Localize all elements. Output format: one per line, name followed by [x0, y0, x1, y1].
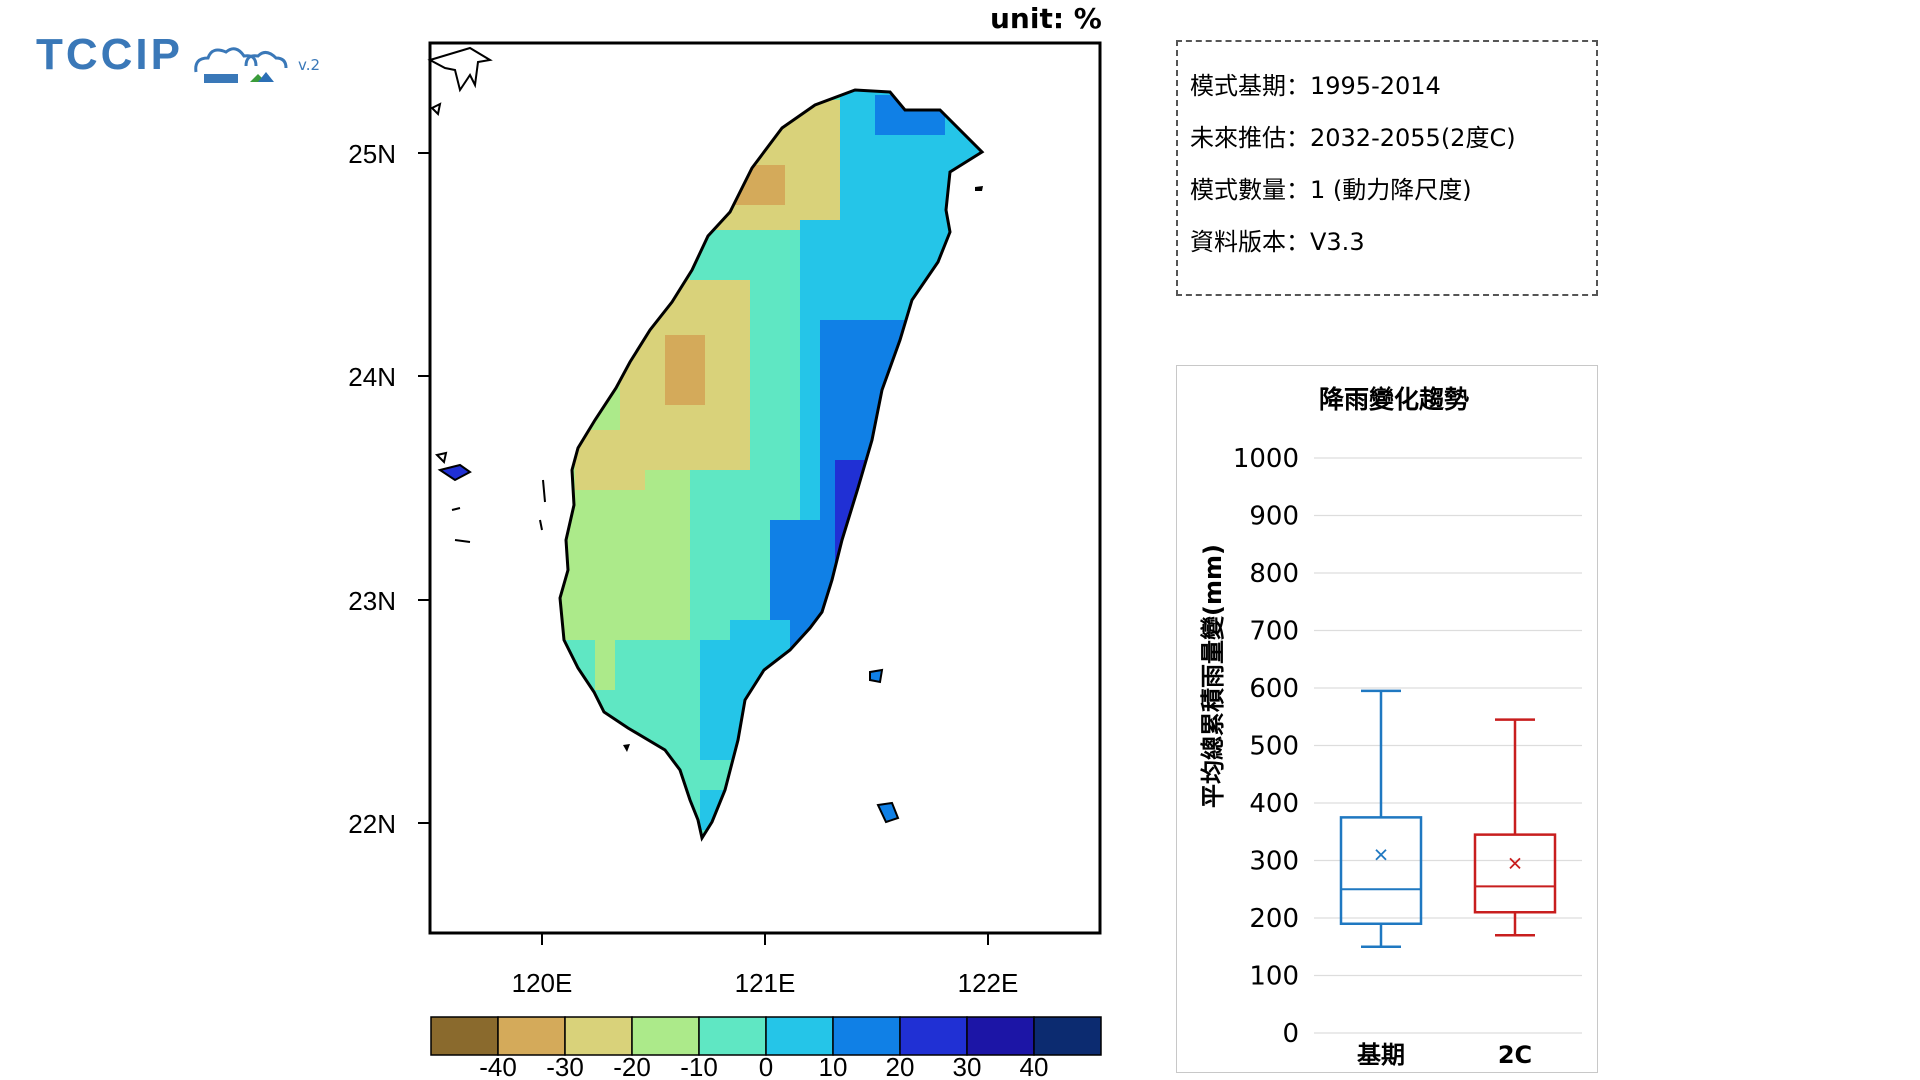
chart-gridlines: [1314, 457, 1582, 1034]
colorbar-tick-label: 10: [819, 1052, 848, 1080]
y-tick-label: 200: [1249, 904, 1299, 934]
lon-label: 120E: [512, 968, 573, 998]
mainland-islet: [430, 102, 442, 117]
boxplot-svg: 降雨變化趨勢 平均總累積雨量變(mm) 0 100 200 300 400 500 600 7…: [1199, 385, 1582, 1069]
y-tick-label: 300: [1249, 847, 1299, 877]
logo-version: v.2: [298, 56, 321, 74]
chart-boxes: [1339, 689, 1557, 948]
y-tick-label: 400: [1249, 789, 1299, 819]
colorbar-tick-label: 40: [1020, 1052, 1049, 1080]
lon-label: 122E: [958, 968, 1019, 998]
logo-text: TCCIP: [36, 30, 183, 79]
lat-label: 24N: [348, 362, 396, 392]
map-ticks: [418, 152, 989, 945]
info-data-version: 資料版本：V3.3: [1190, 228, 1365, 256]
lon-label: 121E: [735, 968, 796, 998]
mainland-coast: [427, 46, 493, 93]
x-tick-label: 2C: [1498, 1041, 1532, 1069]
info-model-count: 模式數量：1 (動力降尺度): [1190, 176, 1472, 204]
island-penghu-small: [435, 451, 448, 464]
box-iqr: [1473, 833, 1557, 914]
colorbar: -40 -30 -20 -10 0 10 20 30 40: [430, 1016, 1102, 1080]
colorbar-swatch: [631, 1016, 700, 1056]
chart-y-ticks: 0 100 200 300 400 500 600 700 800 900 1000: [1233, 444, 1299, 1049]
y-tick-label: 800: [1249, 559, 1299, 589]
cloud-logo-icon: [194, 47, 288, 83]
island-dots: [451, 479, 546, 543]
y-tick-label: 100: [1249, 962, 1299, 992]
lat-label: 23N: [348, 586, 396, 616]
y-tick-label: 600: [1249, 674, 1299, 704]
colorbar-swatch: [765, 1016, 834, 1056]
island-liuqiu: [623, 744, 630, 752]
island-orchid-island: [876, 801, 900, 824]
colorbar-swatch: [966, 1016, 1035, 1056]
mean-marker: [1509, 857, 1521, 870]
taiwan-rainfall-change-map: 25N 24N 23N 22N 120E 121E 122E -40 -30 -20…: [348, 41, 1102, 1080]
colorbar-tick-label: -20: [613, 1052, 651, 1080]
colorbar-tick-label: 30: [953, 1052, 982, 1080]
colorbar-swatch: [430, 1016, 499, 1056]
lat-label: 22N: [348, 809, 396, 839]
colorbar-swatch: [698, 1016, 767, 1056]
colorbar-tick-label: -10: [680, 1052, 718, 1080]
y-tick-label: 500: [1249, 732, 1299, 762]
colorbar-swatch: [899, 1016, 968, 1056]
x-tick-label: 基期: [1357, 1041, 1405, 1069]
box-iqr: [1339, 816, 1423, 925]
map-unit-label: unit: %: [990, 2, 1102, 35]
y-tick-label: 900: [1249, 502, 1299, 532]
model-info-box: 模式基期：1995-2014 未來推估：2032-2055(2度C) 模式數量：…: [1176, 40, 1598, 296]
colorbar-tick-label: -30: [546, 1052, 584, 1080]
y-tick-label: 700: [1249, 617, 1299, 647]
colorbar-swatch: [832, 1016, 901, 1056]
rainfall-trend-chart: 降雨變化趨勢 平均總累積雨量變(mm) 0 100 200 300 400 500 600 7…: [1176, 365, 1598, 1073]
map-axis-labels: 25N 24N 23N 22N 120E 121E 122E: [348, 139, 1018, 998]
lat-label: 25N: [348, 139, 396, 169]
y-tick-label: 1000: [1233, 444, 1299, 474]
colorbar-swatch: [1033, 1016, 1102, 1056]
island-penghu: [437, 463, 472, 482]
colorbar-swatch: [497, 1016, 566, 1056]
info-projection: 未來推估：2032-2055(2度C): [1190, 124, 1516, 152]
box-0: [1339, 689, 1423, 948]
island-green-island: [869, 668, 884, 684]
chart-title: 降雨變化趨勢: [1319, 385, 1469, 414]
colorbar-tick-label: 0: [759, 1052, 773, 1080]
chart-y-axis-label: 平均總累積雨量變(mm): [1199, 544, 1227, 808]
mean-marker: [1375, 849, 1387, 861]
island-turtle-island: [975, 186, 983, 191]
y-tick-label: 0: [1282, 1019, 1299, 1049]
tccip-logo: TCCIP v.2: [36, 26, 336, 86]
info-baseline: 模式基期：1995-2014: [1190, 72, 1441, 100]
colorbar-tick-label: 20: [886, 1052, 915, 1080]
colorbar-tick-label: -40: [479, 1052, 517, 1080]
colorbar-swatch: [564, 1016, 633, 1056]
box-1: [1473, 718, 1557, 937]
chart-x-ticks: 基期 2C: [1357, 1041, 1532, 1069]
